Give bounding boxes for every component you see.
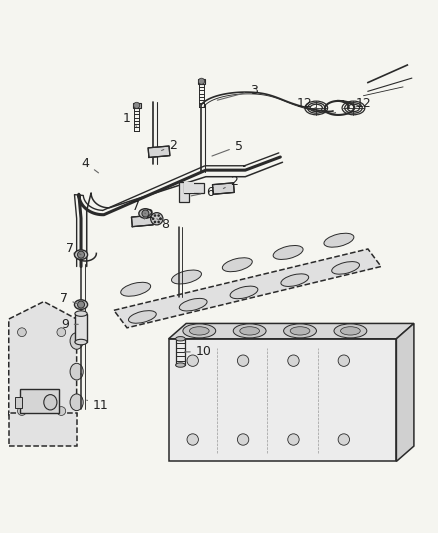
Ellipse shape — [75, 340, 87, 345]
Text: 7: 7 — [132, 200, 145, 214]
Circle shape — [152, 217, 155, 220]
Ellipse shape — [179, 298, 207, 311]
Ellipse shape — [233, 324, 266, 338]
Circle shape — [159, 217, 162, 220]
Circle shape — [288, 434, 299, 445]
Ellipse shape — [172, 270, 201, 284]
Bar — [20, 389, 59, 413]
Circle shape — [18, 407, 26, 415]
Text: 4: 4 — [81, 157, 99, 173]
Circle shape — [187, 434, 198, 445]
Circle shape — [57, 407, 66, 415]
Ellipse shape — [230, 286, 258, 298]
Ellipse shape — [74, 300, 88, 310]
Ellipse shape — [139, 209, 152, 219]
Circle shape — [78, 301, 85, 308]
Text: 10: 10 — [184, 345, 212, 358]
Circle shape — [237, 434, 249, 445]
Ellipse shape — [128, 311, 156, 323]
Circle shape — [157, 221, 160, 223]
Ellipse shape — [176, 336, 185, 341]
Ellipse shape — [332, 262, 360, 274]
Polygon shape — [148, 146, 170, 157]
Circle shape — [338, 434, 350, 445]
Bar — [198, 78, 205, 84]
Circle shape — [78, 251, 85, 258]
Circle shape — [154, 221, 156, 223]
Ellipse shape — [284, 324, 316, 338]
Text: 5: 5 — [212, 140, 243, 156]
Ellipse shape — [290, 327, 310, 335]
Text: 3: 3 — [217, 84, 258, 100]
Circle shape — [159, 217, 162, 220]
Text: 2: 2 — [162, 139, 177, 152]
Ellipse shape — [240, 327, 259, 335]
Ellipse shape — [341, 327, 360, 335]
Circle shape — [151, 213, 163, 225]
Bar — [15, 397, 22, 408]
Text: 7: 7 — [60, 292, 78, 305]
Ellipse shape — [75, 311, 87, 317]
Circle shape — [154, 214, 156, 217]
Ellipse shape — [121, 282, 151, 296]
Text: 11: 11 — [87, 399, 109, 412]
Bar — [75, 313, 87, 342]
Ellipse shape — [70, 364, 83, 380]
Ellipse shape — [223, 258, 252, 272]
Bar — [133, 103, 141, 108]
Ellipse shape — [70, 333, 83, 349]
Circle shape — [237, 355, 249, 366]
Circle shape — [198, 78, 205, 84]
Text: 12: 12 — [297, 97, 316, 110]
Bar — [9, 413, 77, 446]
Circle shape — [142, 210, 149, 217]
Circle shape — [157, 214, 160, 217]
Ellipse shape — [324, 233, 354, 247]
Polygon shape — [131, 215, 153, 227]
Bar — [179, 182, 189, 201]
Circle shape — [338, 355, 350, 366]
Text: 9: 9 — [61, 318, 78, 331]
Ellipse shape — [176, 363, 185, 367]
Polygon shape — [212, 183, 234, 194]
Bar — [184, 182, 194, 193]
Bar — [169, 339, 396, 462]
Text: 6: 6 — [191, 185, 214, 198]
Ellipse shape — [70, 394, 83, 410]
Ellipse shape — [44, 394, 57, 410]
Bar — [184, 183, 204, 193]
Circle shape — [187, 355, 198, 366]
Polygon shape — [9, 302, 77, 415]
Text: 2: 2 — [223, 175, 238, 189]
Ellipse shape — [273, 246, 303, 260]
Text: 7: 7 — [66, 243, 81, 255]
Polygon shape — [169, 324, 414, 339]
Text: 1: 1 — [123, 112, 137, 126]
Ellipse shape — [281, 274, 309, 286]
Circle shape — [288, 355, 299, 366]
Circle shape — [57, 328, 66, 336]
Polygon shape — [114, 249, 381, 328]
Text: 8: 8 — [157, 217, 170, 230]
Ellipse shape — [74, 250, 88, 260]
Polygon shape — [396, 324, 414, 462]
Ellipse shape — [183, 324, 216, 338]
Ellipse shape — [190, 327, 209, 335]
Text: 12: 12 — [356, 97, 371, 110]
Circle shape — [134, 102, 140, 108]
Text: 2: 2 — [145, 208, 153, 221]
Ellipse shape — [334, 324, 367, 338]
Circle shape — [18, 328, 26, 336]
